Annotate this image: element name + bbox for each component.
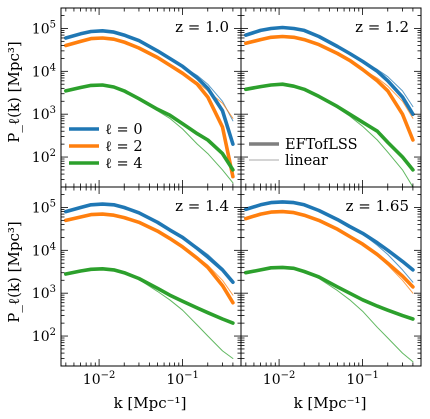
series-l0-eft-line <box>244 200 415 272</box>
series-l0-linear-line <box>65 30 234 122</box>
y-tick-label: 104 <box>32 62 56 80</box>
ticks <box>61 7 242 188</box>
x-axis-title-right: k [Mpc⁻¹] <box>294 394 367 412</box>
series-l4-eft-line <box>244 82 415 172</box>
legend-label-l4: ℓ = 4 <box>105 156 143 172</box>
series-l4-eft-line <box>244 265 415 321</box>
series-l0-eft-line <box>244 25 415 116</box>
legend-label-eft: EFTofLSS <box>285 137 358 153</box>
y-tick-label: 103 <box>32 284 56 302</box>
y-tick-label: 102 <box>32 327 56 345</box>
redshift-label: z = 1.4 <box>175 197 229 215</box>
series-l2-eft-line <box>64 36 235 179</box>
legend-multipoles: ℓ = 0ℓ = 2ℓ = 4 <box>69 122 143 172</box>
redshift-label: z = 1.0 <box>175 18 229 36</box>
series-l0-eft-line <box>64 202 235 285</box>
panel-4: 10−2 10−1 z = 1.65 <box>240 186 422 388</box>
ticks <box>241 186 422 367</box>
series-l4-eft-line <box>64 266 235 325</box>
legend-label-l2: ℓ = 2 <box>105 139 143 155</box>
y-tick-label: 104 <box>32 241 56 259</box>
panel-1: 102 103 104 105 z = 1.0 <box>32 7 242 188</box>
series-l2-eft-line <box>244 34 415 142</box>
legend-label-l0: ℓ = 0 <box>105 122 143 138</box>
series-l2-eft-line <box>64 212 235 305</box>
y-tick-label: 103 <box>32 105 56 123</box>
panel-2: z = 1.2 <box>240 7 422 188</box>
y-tick-label: 105 <box>32 19 56 37</box>
x-tick-label: 10−2 <box>83 370 116 388</box>
x-tick-label: 10−1 <box>346 370 379 388</box>
series-l0-eft-line <box>64 28 235 146</box>
panel-3: 102 103 104 105 10−2 10−1 z = 1.4 <box>32 186 242 388</box>
redshift-label: z = 1.65 <box>346 197 409 215</box>
redshift-label: z = 1.2 <box>355 18 409 36</box>
ticks <box>61 186 242 367</box>
series-l0-linear-line <box>245 27 414 108</box>
y-tick-label: 105 <box>32 198 56 216</box>
series-l2-eft-line <box>244 209 415 289</box>
panel-frame <box>240 186 422 367</box>
series-l4-eft-line <box>64 83 235 172</box>
series-l4-linear-line <box>245 83 414 187</box>
legend-label-linear: linear <box>285 153 328 169</box>
y-axis-title-bottom: P_ℓ(k) [Mpc³] <box>5 221 23 322</box>
y-tick-label: 102 <box>32 148 56 166</box>
x-tick-label: 10−2 <box>263 370 296 388</box>
ticks <box>241 7 422 188</box>
y-axis-title-top: P_ℓ(k) [Mpc³] <box>5 41 23 142</box>
x-tick-label: 10−1 <box>166 370 199 388</box>
x-axis-title-left: k [Mpc⁻¹] <box>114 394 187 412</box>
